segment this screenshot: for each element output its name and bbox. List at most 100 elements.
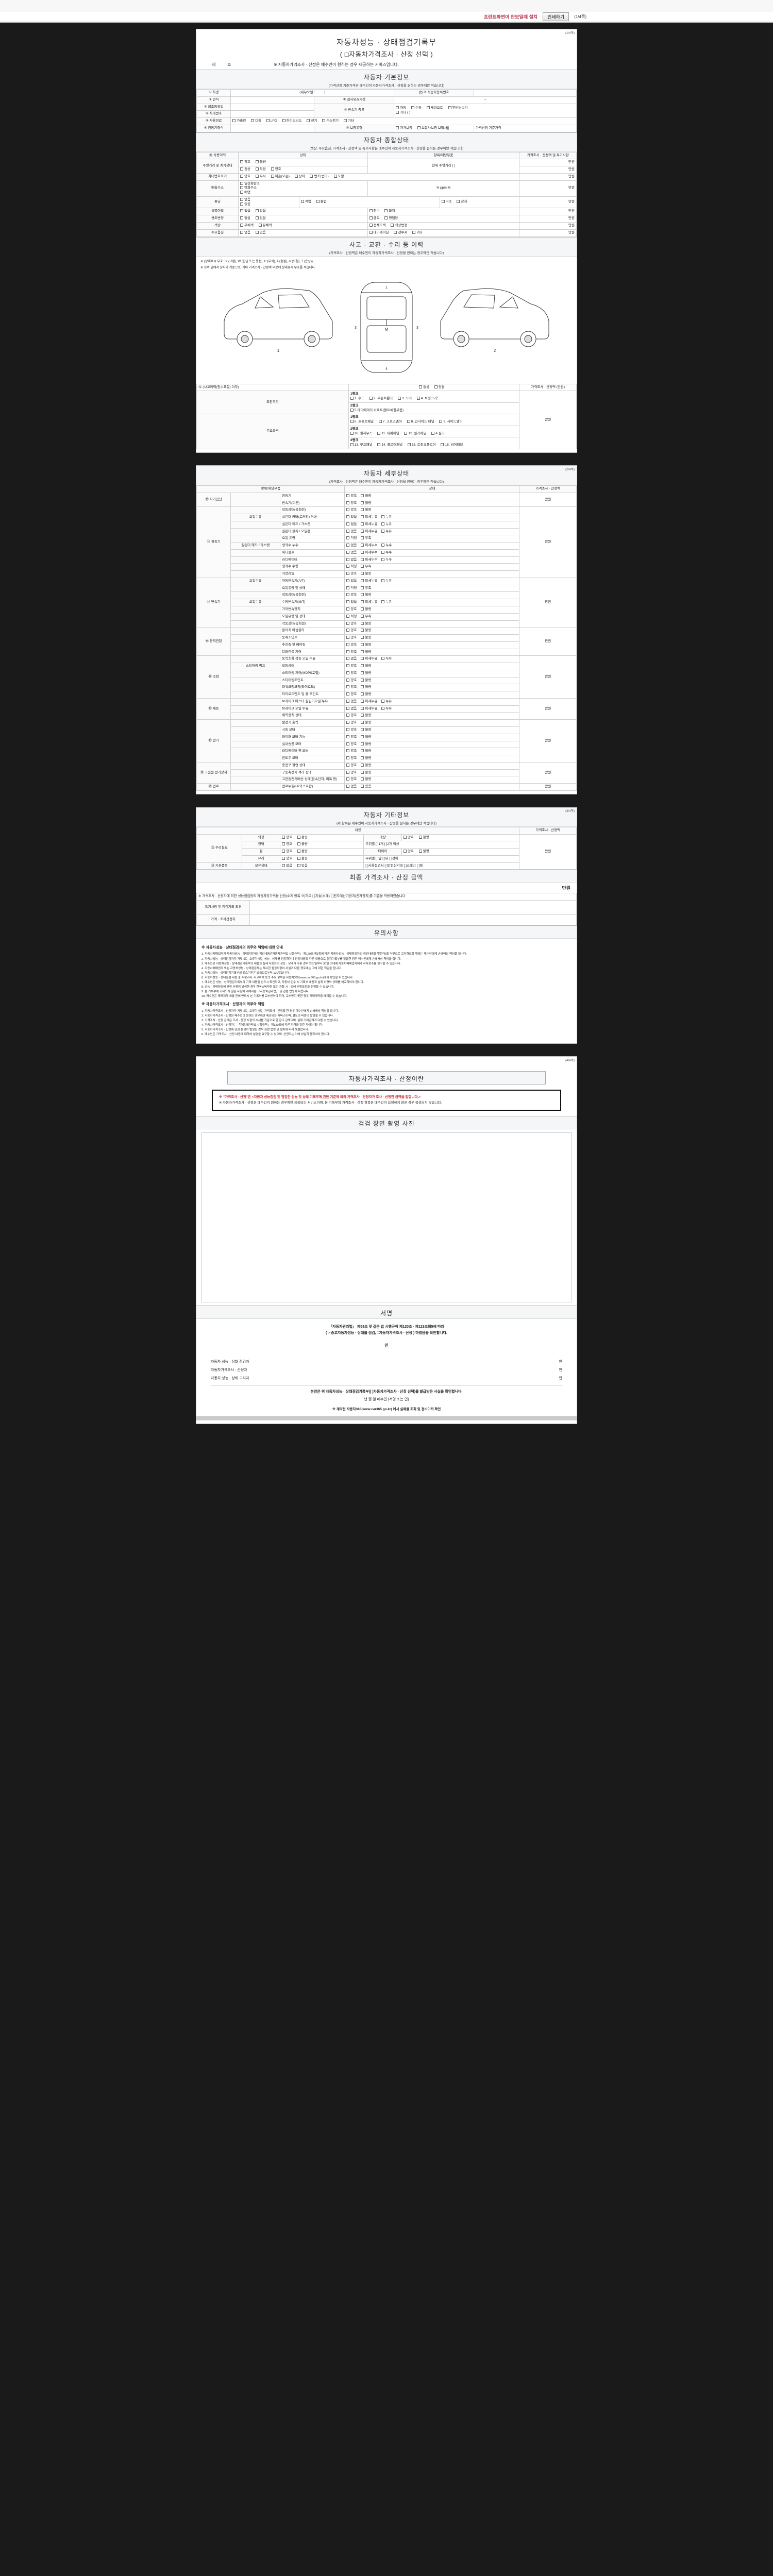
opt-vin-damaged[interactable]: 훼손(오손) — [271, 174, 290, 179]
opt-누수[interactable]: 누수 — [381, 550, 392, 555]
opt-불량[interactable]: 불량 — [361, 508, 371, 513]
opt-acc-yes[interactable]: 있음 — [434, 385, 445, 390]
opt-int-bad[interactable]: 불량 — [418, 835, 429, 840]
opt-양호[interactable]: 양호 — [346, 572, 357, 577]
opt-양호[interactable]: 양호 — [346, 678, 357, 683]
opt-불량[interactable]: 불량 — [361, 692, 371, 697]
opt-color-change[interactable]: 색상변경 — [391, 224, 407, 228]
opt-chromatic[interactable]: 유채색 — [258, 224, 272, 228]
opt-불량[interactable]: 불량 — [361, 721, 371, 725]
opt-양호[interactable]: 양호 — [346, 671, 357, 676]
opt-누유[interactable]: 누유 — [381, 522, 392, 527]
opt-불량[interactable]: 불량 — [361, 749, 371, 754]
opt-불량[interactable]: 불량 — [361, 770, 371, 775]
opt-양호[interactable]: 양호 — [346, 714, 357, 718]
opt-vin-diff[interactable]: 상이 — [294, 174, 305, 179]
opt-vin-good[interactable]: 양호 — [240, 174, 250, 179]
opt-tuning-yes[interactable]: 있음 — [240, 202, 250, 207]
opt-적정[interactable]: 적정 — [346, 565, 357, 569]
opt-부족[interactable]: 부족 — [361, 586, 371, 591]
opt-불량[interactable]: 불량 — [361, 756, 371, 761]
opt-없음[interactable]: 없음 — [346, 544, 357, 548]
opt-적정[interactable]: 적정 — [346, 614, 357, 619]
opt-양호[interactable]: 양호 — [346, 642, 357, 648]
opt-부족[interactable]: 부족 — [361, 614, 371, 619]
valuation-checkbox[interactable]: □ — [377, 1331, 379, 1335]
opt-없음[interactable]: 없음 — [346, 699, 357, 704]
opt-pol-bad[interactable]: 불량 — [297, 842, 308, 847]
opt-불량[interactable]: 불량 — [361, 629, 371, 633]
opt-electric[interactable]: 전기 — [307, 119, 317, 124]
inspector-seal[interactable]: 인 — [559, 1360, 562, 1364]
opt-bad[interactable]: 불량 — [255, 160, 266, 165]
inspection-validity-value[interactable]: ~ — [394, 96, 577, 104]
opt-commercial[interactable]: 영업용 — [384, 216, 398, 221]
opt-sh-yes[interactable]: 있음 — [255, 209, 266, 214]
opt-trunk-lid[interactable]: 4. 트렁크리드 — [416, 397, 440, 401]
opt-uc-yes[interactable]: 있음 — [255, 216, 266, 221]
opt-poss-none[interactable]: 없음 — [282, 863, 292, 869]
opt-achromatic[interactable]: 무채색 — [240, 224, 254, 228]
opt-pol-good[interactable]: 양호 — [282, 842, 292, 847]
opt-normal[interactable]: 정상 — [240, 167, 250, 172]
opt-full-paint[interactable]: 전체도색 — [369, 224, 386, 228]
opt-door[interactable]: 3. 도어 — [397, 397, 412, 401]
opt-self-warranty[interactable]: 자가보증 — [396, 126, 412, 131]
opt-불량[interactable]: 불량 — [361, 664, 371, 669]
opt-양호[interactable]: 양호 — [346, 593, 357, 598]
opt-양호[interactable]: 양호 — [346, 728, 357, 733]
opt-sunroof[interactable]: 선루프 — [394, 230, 407, 235]
opt-양호[interactable]: 양호 — [346, 629, 357, 633]
opt-pillar-panel[interactable]: 12. 필러패널 — [404, 431, 426, 436]
opt-양호[interactable]: 양호 — [346, 770, 357, 775]
opt-미세누유[interactable]: 미세누유 — [361, 515, 377, 520]
opt-없음[interactable]: 없음 — [346, 657, 357, 662]
opt-hood[interactable]: 1. 후드 — [350, 397, 364, 401]
opt-dash-panel[interactable]: 11. 대쉬패널 — [377, 431, 399, 436]
opt-불량[interactable]: 불량 — [361, 678, 371, 683]
opt-누유[interactable]: 누유 — [381, 579, 392, 584]
opt-양호[interactable]: 양호 — [346, 763, 357, 768]
opt-양호[interactable]: 양호 — [346, 685, 357, 690]
opt-mo-yes[interactable]: 있음 — [255, 230, 266, 235]
opt-diesel[interactable]: 디젤 — [251, 119, 261, 124]
opt-roof-panel[interactable]: 13. 루프패널 — [350, 443, 373, 448]
engine-type-value[interactable] — [230, 124, 315, 132]
opt-co[interactable]: 일산화탄소 — [240, 181, 260, 187]
opt-불량[interactable]: 불량 — [361, 714, 371, 718]
opt-good[interactable]: 양호 — [240, 160, 250, 165]
opt-불량[interactable]: 불량 — [361, 494, 371, 499]
opt-int-good[interactable]: 양호 — [403, 835, 414, 840]
opt-smoke[interactable]: 매연 — [240, 191, 250, 195]
year-value[interactable] — [230, 96, 315, 104]
opt-불량[interactable]: 불량 — [361, 735, 371, 740]
opt-누유[interactable]: 누유 — [381, 706, 392, 711]
opt-불량[interactable]: 불량 — [361, 621, 371, 626]
inspect-checkbox[interactable]: ✓ — [328, 1331, 331, 1335]
opt-trunk-floor[interactable]: 15. 트렁크플로어 — [407, 443, 436, 448]
seat-detail[interactable]: 부위별 [ ]1개 [ ]2개 이상 — [363, 841, 520, 849]
opt-불량[interactable]: 불량 — [361, 742, 371, 747]
opt-device[interactable]: 장치 — [457, 200, 467, 205]
opt-미세누유[interactable]: 미세누유 — [361, 522, 377, 527]
car-diagram-svg[interactable]: 1 M 1 4 3 3 — [206, 272, 567, 383]
opt-vin-altered[interactable]: 변조(변타) — [310, 174, 329, 179]
opt-불량[interactable]: 불량 — [361, 572, 371, 577]
opt-미세누유[interactable]: 미세누유 — [361, 699, 377, 704]
opt-abnormal[interactable]: 부정 — [255, 167, 266, 172]
opt-양호[interactable]: 양호 — [346, 692, 357, 697]
opt-side-member[interactable]: 9. 사이드멤버 — [439, 420, 463, 425]
opt-floor-panel[interactable]: 14. 플로어패널 — [377, 443, 402, 448]
vin-value[interactable] — [230, 110, 315, 118]
opt-미세누수[interactable]: 미세누수 — [361, 557, 377, 563]
opt-flood[interactable]: 침수 — [369, 209, 380, 214]
opt-없음[interactable]: 없음 — [346, 522, 357, 527]
opt-미세누수[interactable]: 미세누수 — [361, 544, 377, 548]
opt-불량[interactable]: 불량 — [361, 728, 371, 733]
opt-vin-erased[interactable]: 도말 — [333, 174, 344, 179]
opt-auto[interactable]: 자동 — [396, 106, 406, 111]
opt-미세누유[interactable]: 미세누유 — [361, 657, 377, 662]
opt-없음[interactable]: 없음 — [346, 550, 357, 555]
opt-불량[interactable]: 불량 — [361, 593, 371, 598]
opt-cross-member[interactable]: 7. 크로스멤버 — [378, 420, 402, 425]
